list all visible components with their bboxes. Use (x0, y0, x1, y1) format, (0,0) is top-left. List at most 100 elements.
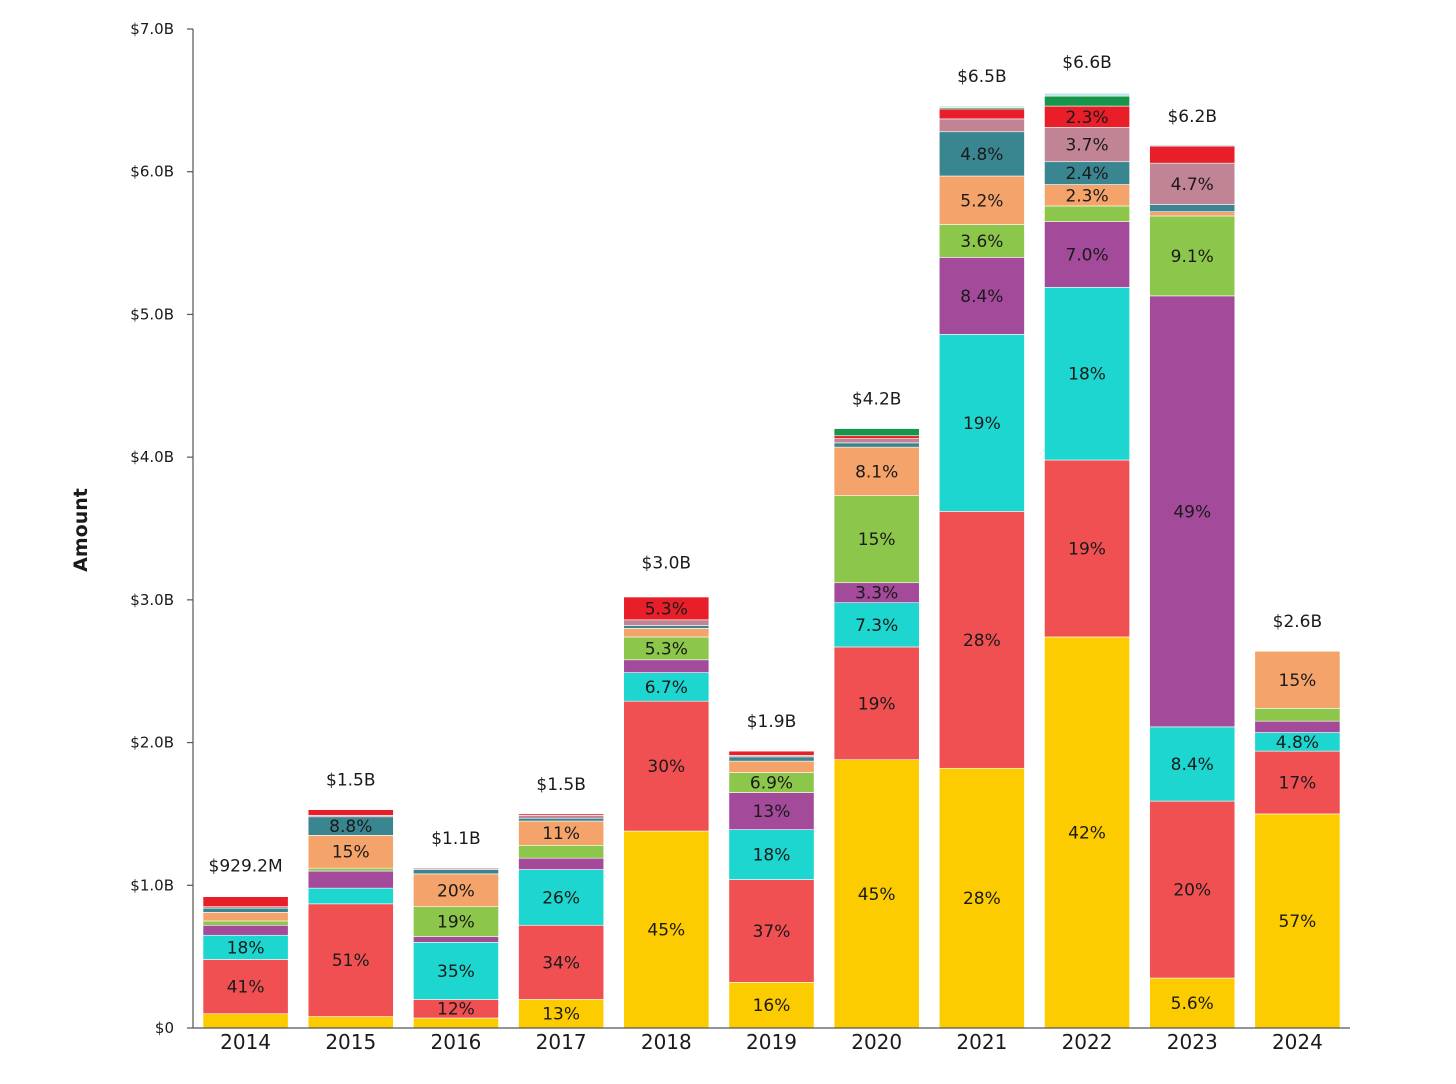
bar-segment[interactable] (1044, 205, 1130, 222)
bar-segment[interactable] (833, 602, 920, 648)
bar-segment[interactable] (1149, 144, 1236, 147)
bar-segment[interactable] (1044, 95, 1130, 107)
bar-segment[interactable] (413, 873, 499, 907)
bar-segment[interactable] (728, 829, 815, 880)
bar-segment[interactable] (728, 792, 815, 830)
bar-segment[interactable] (307, 870, 394, 889)
bar-segment[interactable] (833, 446, 920, 496)
bar-segment[interactable] (1149, 726, 1236, 802)
bar-segment[interactable] (1254, 750, 1341, 815)
bar-segment[interactable] (938, 105, 1025, 108)
bar-segment[interactable] (833, 646, 920, 760)
bar-segment[interactable] (1149, 211, 1236, 217)
bar-segment[interactable] (1254, 650, 1341, 709)
segment-label: 15% (858, 530, 896, 550)
bar-segment[interactable] (307, 903, 394, 1017)
bar-segment[interactable] (1254, 720, 1341, 733)
x-tick-label: 2023 (1167, 1030, 1218, 1054)
bar-segment[interactable] (938, 224, 1025, 258)
bar-segment[interactable] (307, 1016, 394, 1029)
bar-segment[interactable] (728, 879, 815, 983)
segment-label: 57% (1279, 912, 1317, 932)
bar-segment[interactable] (938, 131, 1025, 177)
bar-segment[interactable] (1149, 215, 1236, 297)
bar-segment[interactable] (623, 700, 710, 832)
y-tick-label: $2.0B (130, 734, 174, 752)
bar-segment[interactable] (1044, 92, 1130, 97)
bar-segment[interactable] (413, 936, 499, 943)
bar-segment[interactable] (202, 907, 289, 913)
bar-segment[interactable] (623, 628, 710, 638)
bar-segment[interactable] (518, 820, 605, 846)
bar-segment[interactable] (938, 257, 1025, 335)
bar-segment[interactable] (518, 815, 605, 819)
bar-segment[interactable] (728, 760, 815, 773)
bar-segment[interactable] (1044, 221, 1130, 288)
bar-segment[interactable] (202, 920, 289, 926)
total-labels-group: $929.2M $1.5B $1.1B $1.5B $3.0B $1.9B $4.2B $6.… (209, 53, 1323, 877)
bar-segment[interactable] (413, 906, 499, 937)
bar-segment[interactable] (623, 619, 710, 626)
segment-label: 18% (1068, 365, 1106, 385)
bar-segment[interactable] (833, 435, 920, 439)
segment-label: 19% (1068, 539, 1106, 559)
segment-label: 5.3% (645, 599, 688, 619)
bar-segment[interactable] (202, 1013, 289, 1029)
bar-segment[interactable] (938, 334, 1025, 512)
bar-segment[interactable] (518, 924, 605, 1000)
segment-label: 15% (1279, 671, 1317, 691)
bar-segment[interactable] (202, 912, 289, 922)
bar-segment[interactable] (413, 867, 499, 870)
bar-segment[interactable] (413, 942, 499, 1000)
bar-segment[interactable] (623, 672, 710, 702)
bar-segment[interactable] (1149, 295, 1236, 728)
bar-total-label: $1.5B (536, 775, 586, 795)
bar-segment[interactable] (728, 756, 815, 762)
bar-segment[interactable] (1149, 204, 1236, 212)
segment-label: 8.1% (855, 462, 898, 482)
bar-segment[interactable] (1044, 636, 1130, 1029)
bar-segment[interactable] (307, 835, 394, 869)
bar-segment[interactable] (202, 896, 289, 907)
bar-segment[interactable] (623, 659, 710, 673)
y-tick-label: $4.0B (130, 448, 174, 466)
bar-segment[interactable] (1254, 708, 1341, 722)
bar-segment[interactable] (202, 924, 289, 936)
x-tick-label: 2021 (956, 1030, 1007, 1054)
bar-segment[interactable] (518, 869, 605, 926)
bar-segment[interactable] (1149, 977, 1236, 1029)
bar-segment[interactable] (202, 959, 289, 1015)
bar-segment[interactable] (518, 813, 605, 816)
bar-segment[interactable] (833, 428, 920, 437)
bar-segment[interactable] (202, 934, 289, 960)
bar-segment[interactable] (833, 442, 920, 448)
bar-segment[interactable] (1044, 459, 1130, 638)
bar-segment[interactable] (938, 108, 1025, 120)
bar-segment[interactable] (1044, 287, 1130, 461)
bar-segment[interactable] (307, 887, 394, 905)
bar-segment[interactable] (518, 817, 605, 822)
bar-segment[interactable] (728, 982, 815, 1029)
bar-segment[interactable] (518, 999, 605, 1029)
bar-segment[interactable] (938, 511, 1025, 769)
bar-segment[interactable] (833, 495, 920, 584)
bar-segment[interactable] (307, 809, 394, 816)
bar-segment[interactable] (1149, 145, 1236, 164)
bar-segment[interactable] (623, 625, 710, 629)
bar-segment[interactable] (518, 845, 605, 859)
bar-segment[interactable] (518, 857, 605, 870)
bar-segment[interactable] (1254, 813, 1341, 1029)
bar-segment[interactable] (307, 867, 394, 872)
bar-segment[interactable] (1044, 127, 1130, 163)
bar-segment[interactable] (833, 759, 920, 1029)
bar-segment[interactable] (938, 118, 1025, 133)
bar-segment[interactable] (413, 869, 499, 875)
bar-segment[interactable] (623, 596, 710, 621)
bar-segment[interactable] (623, 830, 710, 1029)
bar-segment[interactable] (938, 767, 1025, 1029)
bar-segment[interactable] (938, 175, 1025, 225)
segment-label: 7.0% (1065, 245, 1108, 265)
bar-segment[interactable] (728, 750, 815, 756)
bar-segment[interactable] (833, 438, 920, 444)
bar-segment[interactable] (1149, 800, 1236, 979)
